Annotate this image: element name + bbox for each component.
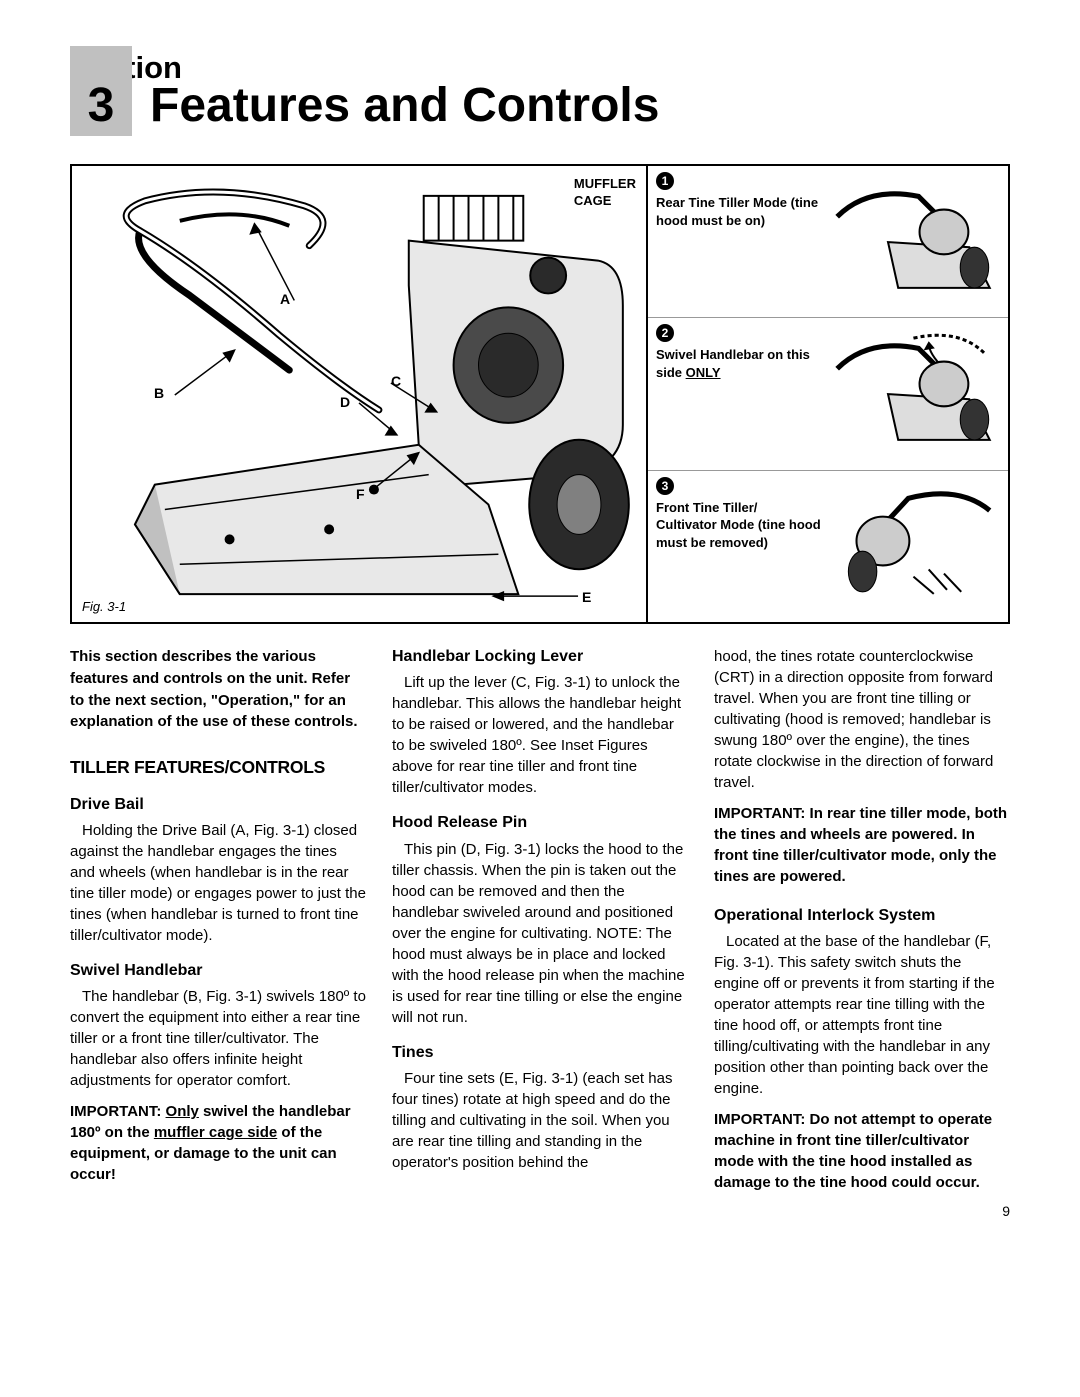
heading-locking-lever: Handlebar Locking Lever [392,646,688,668]
fig-label-f: F [356,486,365,502]
panel-2-number: 2 [656,324,674,342]
para-swivel-handlebar: The handlebar (B, Fig. 3-1) swivels 180º… [70,986,366,1091]
fig-label-e: E [582,589,591,605]
para-tines-continued: hood, the tines rotate counterclockwise … [714,646,1010,793]
panel-3-text: Front Tine Tiller/ Cultivator Mode (tine… [656,500,821,550]
muffler-cage-label: MUFFLER CAGE [574,176,636,210]
main-heading: TILLER FEATURES/CONTROLS [70,755,366,780]
figure-box: A B C D F E MUFFLER CAGE Fig. 3-1 1 Rear… [70,164,1010,624]
column-2: Handlebar Locking Lever Lift up the leve… [392,646,688,1193]
heading-hood-release: Hood Release Pin [392,812,688,834]
figure-caption: Fig. 3-1 [82,599,126,614]
figure-main-panel: A B C D F E MUFFLER CAGE Fig. 3-1 [72,166,648,622]
section-title: Features and Controls [150,82,659,130]
section-header: Section 3 Features and Controls [70,50,1010,136]
fig-label-b: B [154,385,164,401]
heading-drive-bail: Drive Bail [70,794,366,816]
para-locking-lever: Lift up the lever (C, Fig. 3-1) to unloc… [392,672,688,798]
heading-interlock: Operational Interlock System [714,905,1010,927]
intro-text: This section describes the various featu… [70,646,366,733]
fig-label-c: C [391,373,401,389]
panel-3-image [827,477,1000,616]
column-1: This section describes the various featu… [70,646,366,1193]
important-swivel: IMPORTANT: Only swivel the handlebar 180… [70,1101,366,1185]
para-drive-bail: Holding the Drive Bail (A, Fig. 3-1) clo… [70,820,366,946]
fig-label-a: A [280,291,290,307]
page-number: 9 [70,1203,1010,1219]
figure-side-panels: 1 Rear Tine Tiller Mode (tine hood must … [648,166,1008,622]
important-tiller-mode: IMPORTANT: In rear tine tiller mode, bot… [714,803,1010,887]
section-number: 3 [88,82,115,130]
side-panel-1: 1 Rear Tine Tiller Mode (tine hood must … [648,166,1008,317]
panel-1-number: 1 [656,172,674,190]
section-number-box: 3 [70,46,132,136]
panel-1-text: Rear Tine Tiller Mode (tine hood must be… [656,195,818,228]
panel-2-text: Swivel Handlebar on this side ONLY [656,347,810,380]
important-interlock: IMPORTANT: Do not attempt to operate mac… [714,1109,1010,1193]
side-panel-2: 2 Swivel Handlebar on this side ONLY [648,317,1008,469]
side-panel-3: 3 Front Tine Tiller/ Cultivator Mode (ti… [648,470,1008,622]
fig-label-d: D [340,394,350,410]
column-3: hood, the tines rotate counterclockwise … [714,646,1010,1193]
para-tines: Four tine sets (E, Fig. 3-1) (each set h… [392,1068,688,1173]
heading-swivel-handlebar: Swivel Handlebar [70,960,366,982]
para-interlock: Located at the base of the handlebar (F,… [714,931,1010,1099]
panel-2-image [827,324,1000,463]
panel-3-number: 3 [656,477,674,495]
para-hood-release: This pin (D, Fig. 3-1) locks the hood to… [392,839,688,1028]
text-columns: This section describes the various featu… [70,646,1010,1193]
panel-1-image [827,172,1000,311]
heading-tines: Tines [392,1042,688,1064]
